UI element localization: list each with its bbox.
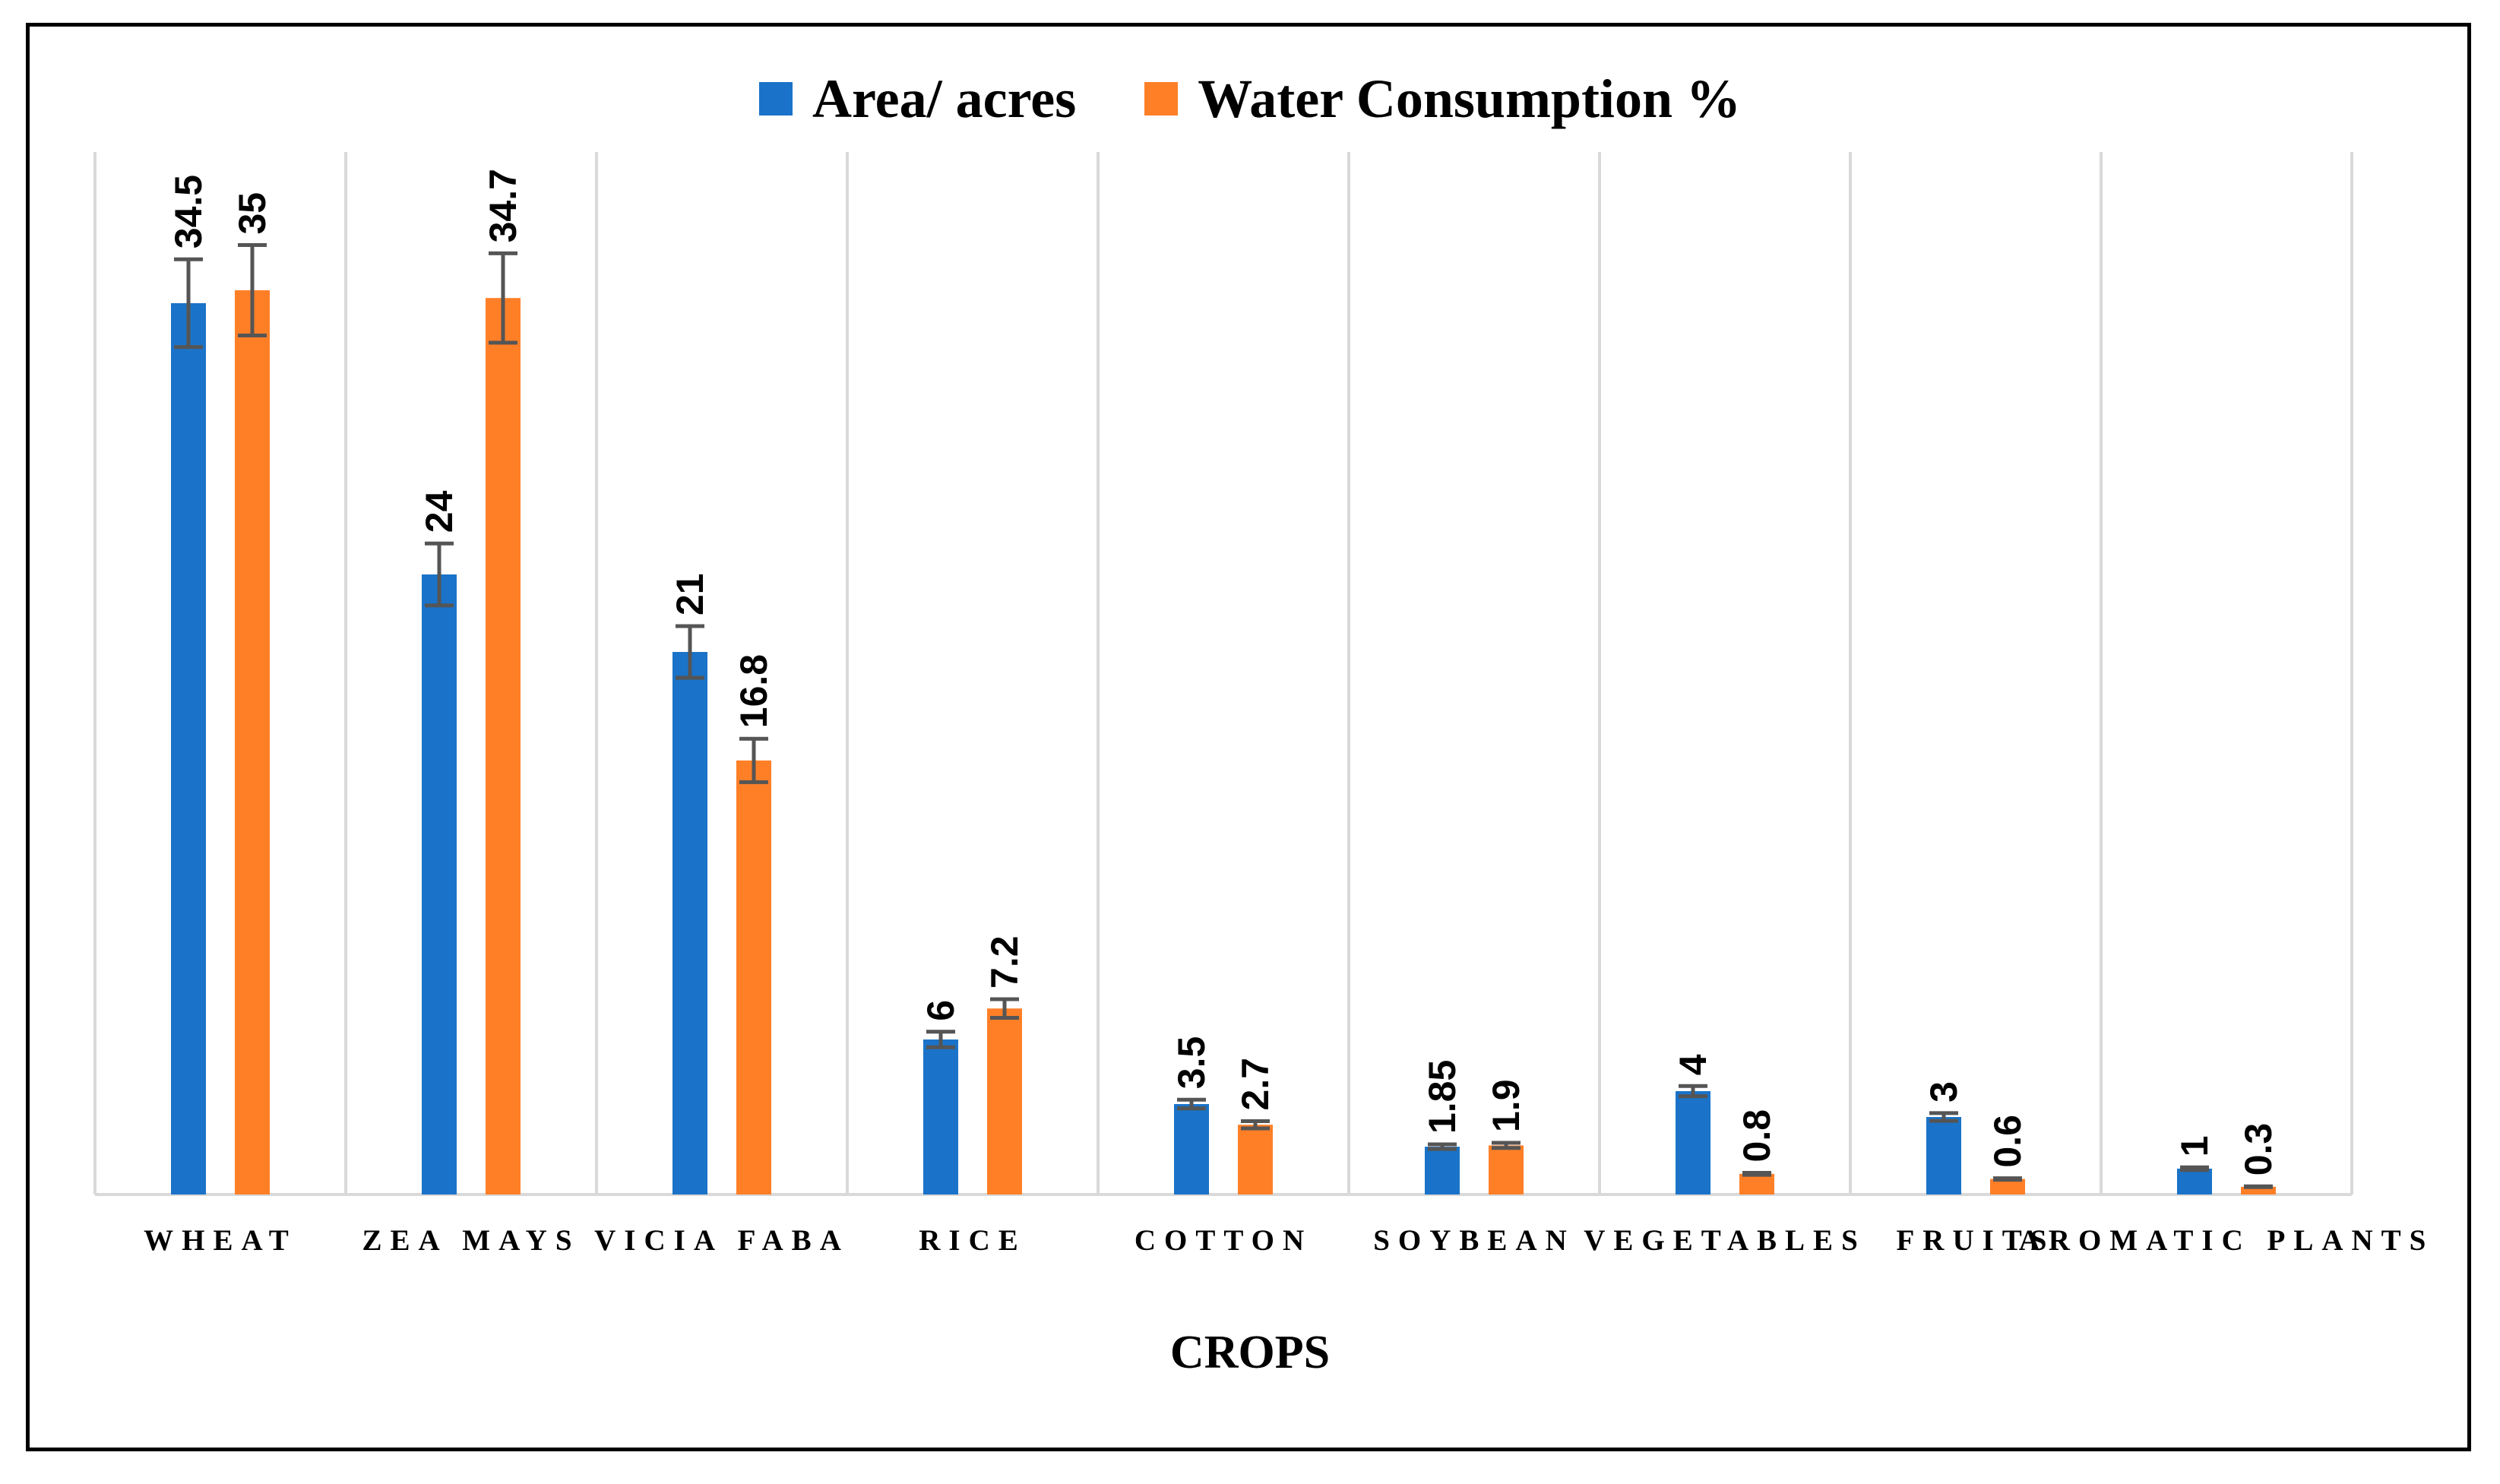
legend-item-area: Area/ acres [759,68,1076,131]
data-labels: 34.5 35 24 34.7 21 16.8 6 7.2 3.5 2.7 1.85 1.9 4 0.8 3… [167,169,2280,1175]
data-label-water-consumption-fruits: 0.6 [1986,1115,2029,1168]
error-bar-water-consumption-fruits [1993,1176,2022,1182]
error-bar-water-consumption-zea-mays [489,251,517,345]
x-axis-title: CROPS [1169,1327,1331,1378]
category-label-wheat: WHEAT [144,1224,297,1257]
bar-area-acres-fruits [1926,1117,1961,1194]
category-label-cotton: COTTON [1134,1224,1312,1257]
bar-water-consumption-aromatic-plants [2241,1186,2276,1194]
error-bar-water-consumption-vegetables [1742,1170,1771,1177]
bar-area-acres-zea-mays [422,574,457,1194]
category-label-zea-mays: ZEA MAYS [362,1224,580,1257]
bar-water-consumption-rice [987,1008,1022,1194]
data-label-water-consumption-cotton: 2.7 [1234,1058,1277,1111]
error-bar-area-acres-vegetables [1679,1084,1707,1099]
legend-label-area: Area/ acres [812,68,1077,129]
category-label-vegetables: VEGETABLES [1584,1224,1866,1257]
error-bar-area-acres-vicia-faba [676,624,704,680]
bar-area-acres-vicia-faba [672,652,707,1194]
bar-water-consumption-zea-mays [486,298,521,1195]
bar-water-consumption-wheat [235,290,270,1194]
bar-area-acres-wheat [171,303,206,1194]
bar-water-consumption-soybean [1489,1145,1524,1194]
data-label-area-acres-soybean: 1.85 [1421,1060,1464,1134]
legend: Area/ acres Water Consumption % [0,61,2500,137]
legend-swatch-area [759,82,793,115]
category-label-vicia-faba: VICIA FABA [594,1224,850,1257]
error-bar-area-acres-aromatic-plants [2180,1165,2209,1172]
error-bar-water-consumption-soybean [1492,1141,1521,1150]
bar-area-acres-rice [923,1039,958,1194]
legend-label-water: Water Consumption % [1198,68,1741,129]
error-bar-area-acres-soybean [1428,1142,1457,1151]
bar-water-consumption-vicia-faba [736,760,771,1194]
bar-area-acres-soybean [1425,1147,1460,1194]
data-label-area-acres-cotton: 3.5 [1170,1036,1213,1090]
gridlines [93,152,2353,1196]
bar-water-consumption-fruits [1990,1179,2025,1194]
data-label-water-consumption-rice: 7.2 [983,935,1026,989]
data-label-water-consumption-vicia-faba: 16.8 [733,654,775,728]
data-label-area-acres-vegetables: 4 [1672,1054,1714,1075]
error-bar-water-consumption-cotton [1241,1119,1270,1131]
error-bar-area-acres-fruits [1929,1111,1958,1123]
data-label-area-acres-zea-mays: 24 [418,490,460,533]
error-bar-water-consumption-vicia-faba [739,736,768,784]
data-label-water-consumption-vegetables: 0.8 [1736,1109,1778,1163]
data-label-area-acres-wheat: 34.5 [167,175,210,248]
legend-item-water: Water Consumption % [1144,68,1741,131]
error-bar-water-consumption-rice [990,997,1019,1020]
error-bar-water-consumption-wheat [238,243,267,337]
category-label-fruits: FRUITS [1896,1224,2055,1257]
category-label-aromatic-plants: AROMATIC PLANTS [2019,1224,2435,1257]
data-label-water-consumption-zea-mays: 34.7 [482,169,524,242]
data-label-water-consumption-wheat: 35 [231,192,274,235]
error-bar-area-acres-zea-mays [425,541,454,608]
bar-area-acres-aromatic-plants [2177,1169,2212,1194]
category-labels: WHEAT ZEA MAYS VICIA FABA RICE COTTON SOYBEAN… [144,1224,2435,1257]
error-bar-area-acres-cotton [1177,1097,1206,1111]
data-label-water-consumption-aromatic-plants: 0.3 [2237,1123,2280,1176]
data-label-area-acres-fruits: 3 [1922,1081,1965,1103]
error-bar-water-consumption-aromatic-plants [2244,1184,2273,1189]
data-label-area-acres-rice: 6 [919,1000,962,1021]
error-bars [174,243,2273,1189]
data-label-area-acres-aromatic-plants: 1 [2173,1135,2216,1157]
bar-water-consumption-vegetables [1739,1173,1774,1194]
error-bar-area-acres-rice [926,1030,955,1049]
bar-area-acres-cotton [1174,1104,1209,1194]
data-label-area-acres-vicia-faba: 21 [669,573,711,615]
data-label-water-consumption-soybean: 1.9 [1485,1079,1527,1132]
bar-area-acres-vegetables [1676,1091,1710,1194]
legend-swatch-water [1144,82,1179,115]
category-label-rice: RICE [919,1224,1027,1257]
bar-water-consumption-cotton [1238,1125,1273,1194]
bars [171,290,2276,1195]
category-label-soybean: SOYBEAN [1373,1224,1575,1257]
error-bar-area-acres-wheat [174,257,203,350]
